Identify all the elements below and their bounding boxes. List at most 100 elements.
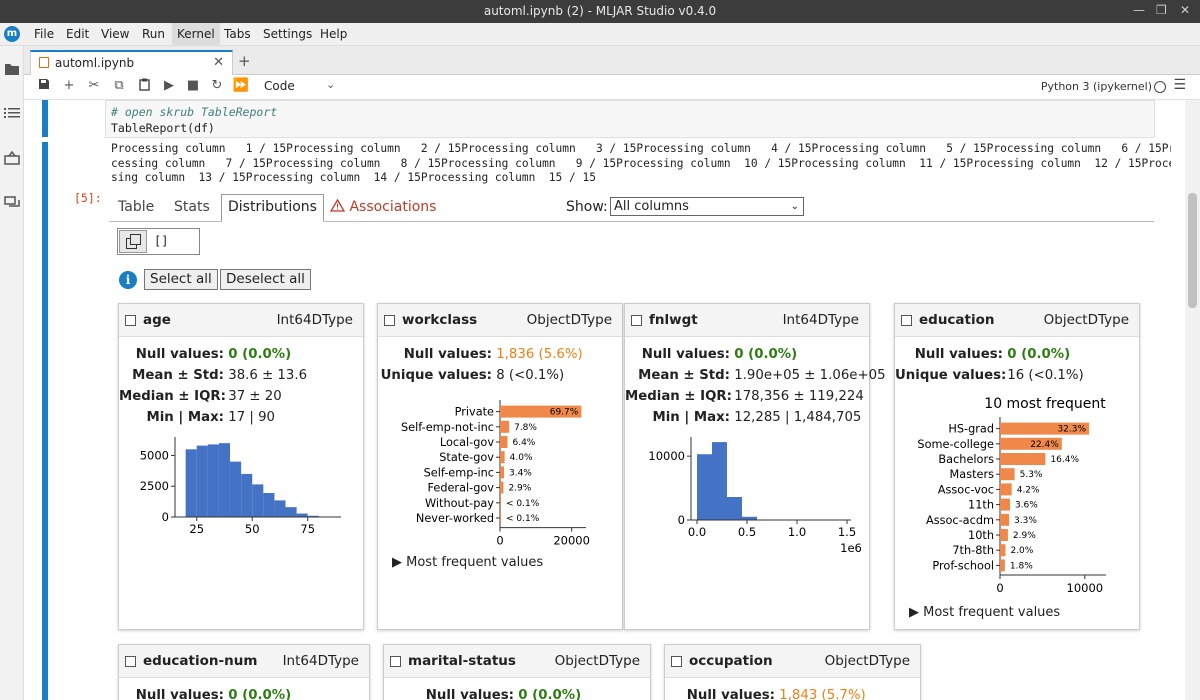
- age-histogram: 0 2500 5000 25 50 75: [140, 437, 341, 536]
- null-values-row: Null values: 0 (0.0%): [625, 347, 797, 362]
- histogram-bar: [697, 454, 712, 520]
- bar: [500, 420, 510, 433]
- run-icon[interactable]: ▶: [164, 78, 174, 93]
- show-columns-select[interactable]: All columns ⌄: [610, 197, 804, 216]
- bar: [500, 496, 501, 509]
- select-column-checkbox[interactable]: [901, 315, 912, 326]
- cell-type-select[interactable]: Code ⌄: [264, 78, 335, 93]
- kernel-name[interactable]: Python 3 (ipykernel): [1040, 80, 1152, 93]
- menu-edit[interactable]: Edit: [66, 27, 90, 41]
- stat-value: 17 | 90: [228, 410, 276, 425]
- tab-distributions[interactable]: Distributions: [221, 194, 324, 222]
- select-column-checkbox[interactable]: [671, 656, 682, 667]
- data-label: < 0.1%: [506, 499, 540, 509]
- stdout-line: sing column 13 / 15Processing column 14 …: [111, 171, 596, 185]
- cell-type-value: Code: [264, 79, 295, 93]
- extension-icon[interactable]: [4, 150, 20, 167]
- stat-value: 1.90e+05 ± 1.06e+05: [734, 368, 886, 383]
- menu-kernel[interactable]: Kernel: [172, 23, 220, 46]
- menu-tabs[interactable]: Tabs: [224, 27, 251, 41]
- output-prompt: [5]:: [74, 191, 102, 205]
- x-tick-label: 1.0: [788, 525, 806, 539]
- column-dtype: ObjectDType: [526, 312, 612, 328]
- stop-icon[interactable]: ■: [186, 78, 200, 93]
- deselect-all-button[interactable]: Deselect all: [220, 269, 311, 290]
- stdout-output: Processing column 1 / 15Processing colum…: [111, 142, 1171, 186]
- cut-icon[interactable]: ✂: [88, 78, 100, 93]
- column-name: age: [143, 312, 171, 328]
- info-icon[interactable]: i: [119, 271, 137, 289]
- toggle-label: Most frequent values: [923, 605, 1061, 620]
- select-column-checkbox[interactable]: [384, 315, 395, 326]
- category-label: Without-pay: [425, 497, 494, 510]
- tab-stats[interactable]: Stats: [174, 199, 210, 215]
- scrollbar-thumb[interactable]: [1188, 193, 1197, 308]
- column-name: education-num: [143, 653, 258, 669]
- null-values-row: Null values: 0 (0.0%): [119, 347, 291, 362]
- document-tab-bar: automl.ipynb ✕ +: [24, 46, 1200, 75]
- select-column-checkbox[interactable]: [631, 315, 642, 326]
- category-label: 10th: [968, 529, 994, 542]
- column-dtype: Int64DType: [782, 312, 859, 328]
- x-tick-label: 0.5: [738, 525, 756, 539]
- tab-table[interactable]: Table: [118, 199, 155, 215]
- y-tick-label: 0: [162, 510, 169, 524]
- stat-value: 0 (0.0%): [734, 347, 798, 362]
- select-column-checkbox[interactable]: [125, 656, 136, 667]
- histogram-bar: [252, 484, 264, 517]
- stat-label: Mean ± Std:: [638, 368, 730, 383]
- bar: [1000, 437, 1062, 450]
- stat-value: 38.6 ± 13.6: [228, 368, 308, 383]
- menu-view[interactable]: View: [101, 27, 130, 41]
- histogram-bar: [263, 493, 275, 517]
- folder-icon[interactable]: [4, 62, 20, 78]
- menu-help[interactable]: Help: [320, 27, 348, 41]
- stat-label: Null values:: [641, 347, 730, 362]
- tab-associations[interactable]: Associations: [329, 198, 436, 215]
- median-iqr-row: Median ± IQR: 37 ± 20: [119, 389, 282, 404]
- category-label: 7th-8th: [952, 544, 994, 557]
- histogram-bar: [207, 444, 219, 517]
- tab-automl-notebook[interactable]: automl.ipynb ✕: [30, 50, 233, 75]
- insert-cell-icon[interactable]: +: [63, 78, 75, 93]
- column-card-education-num: education-num Int64DType Null values: 0 …: [118, 644, 370, 700]
- stdout-line: cessing column 7 / 15Processing column 8…: [111, 156, 1171, 170]
- code-cell[interactable]: # open skrub TableReport TableReport(df): [105, 100, 1155, 138]
- new-tab-icon[interactable]: +: [238, 52, 251, 70]
- data-label: 2.0%: [1010, 546, 1033, 556]
- category-label: Masters: [950, 468, 995, 481]
- restore-icon[interactable]: ❐: [1156, 3, 1167, 17]
- table-of-contents-icon[interactable]: [4, 106, 20, 122]
- category-label: 11th: [968, 499, 994, 512]
- menu-settings[interactable]: Settings: [263, 27, 313, 41]
- menu-file[interactable]: File: [34, 27, 55, 41]
- paste-icon[interactable]: [135, 78, 153, 95]
- select-column-checkbox[interactable]: [390, 656, 401, 667]
- restart-icon[interactable]: ↻: [211, 78, 223, 93]
- minimize-icon[interactable]: —: [1133, 3, 1145, 17]
- close-tab-icon[interactable]: ✕: [213, 55, 224, 70]
- fast-forward-icon[interactable]: ⏩: [232, 78, 250, 93]
- close-window-icon[interactable]: ✕: [1180, 3, 1191, 17]
- vertical-scrollbar[interactable]: [1185, 100, 1200, 700]
- save-icon[interactable]: [35, 78, 53, 94]
- histogram-bar: [185, 449, 197, 517]
- column-dtype: Int64DType: [282, 653, 359, 669]
- hamburger-menu-icon[interactable]: ☰: [1173, 77, 1186, 93]
- copy-icon[interactable]: ⧉: [114, 78, 124, 93]
- menu-run[interactable]: Run: [142, 27, 166, 41]
- copy-selection-button[interactable]: [119, 230, 147, 253]
- selected-columns-value: []: [154, 234, 169, 248]
- stdout-line: Processing column 1 / 15Processing colum…: [111, 142, 1171, 155]
- unique-values-row: Unique values: 8 (<0.1%): [378, 368, 565, 383]
- most-frequent-values-toggle[interactable]: ▶ Most frequent values: [909, 605, 1061, 620]
- most-frequent-values-toggle[interactable]: ▶ Most frequent values: [392, 555, 544, 570]
- min-max-row: Min | Max: 12,285 | 1,484,705: [625, 410, 862, 425]
- select-all-button[interactable]: Select all: [144, 269, 218, 290]
- select-column-checkbox[interactable]: [125, 315, 136, 326]
- toggle-label: Most frequent values: [406, 555, 544, 570]
- category-label: Never-worked: [416, 512, 494, 525]
- data-label: 3.6%: [1015, 501, 1038, 511]
- chat-icon[interactable]: [4, 196, 20, 212]
- bar: [1000, 468, 1015, 481]
